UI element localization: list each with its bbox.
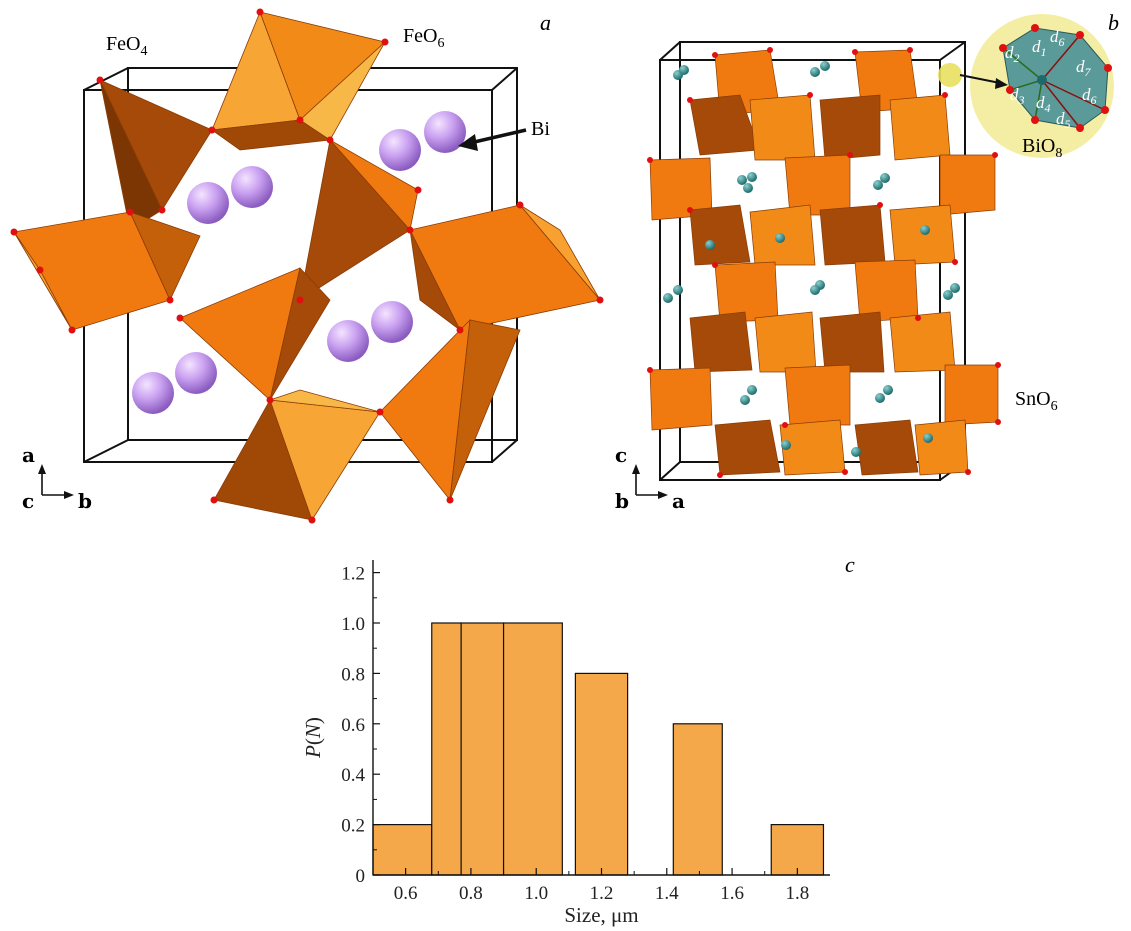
x-axis-title: Size, μm [564,903,638,927]
inset-distance-d4: d4 [1036,93,1051,115]
y-tick-label-6: 1.2 [341,564,365,585]
bar-3 [502,622,563,876]
bar-1 [431,622,462,876]
panel-a: a FeO4 FeO6 Bi a c b [10,8,604,524]
y-tick-label-4: 0.8 [341,664,365,685]
axis-label-a-up: a [22,443,35,467]
y-tick-label-3: 0.6 [341,715,365,736]
axis-label-a-right: b [78,489,92,513]
x-tick-label-2: 1.0 [524,883,548,904]
inset-distance-d6-right: d6 [1082,85,1097,107]
bi-atoms-a [132,111,466,414]
bar-5 [672,723,723,876]
x-tick-label-6: 1.8 [785,883,809,904]
y-axis-title: P(N) [301,717,325,759]
axis-triad-a: a c b [22,443,92,513]
x-tick-label-4: 1.4 [655,883,679,904]
feo4-label: FeO4 [106,33,147,59]
y-tick-label-1: 0.2 [341,816,365,837]
bar-2 [460,622,505,876]
y-tick-label-2: 0.4 [341,765,365,786]
bio8-inset: d2 d1 d6 d7 d3 d4 d5 d6 BiO8 [938,14,1114,161]
bar-4 [574,672,629,876]
panel-b: d2 d1 d6 d7 d3 d4 d5 d6 BiO8 b SnO6 c b [615,10,1119,513]
inset-distance-d1: d1 [1032,37,1047,59]
panel-a-letter: a [540,10,551,35]
x-tick-label-5: 1.6 [720,883,744,904]
axis-triad-b: c b a [615,443,685,513]
inset-distance-d6-top: d6 [1050,27,1065,49]
inset-arrow [959,74,1008,89]
axis-label-b-right: a [672,489,685,513]
panel-c-letter: c [845,552,855,577]
atoms-b [663,61,960,457]
inset-distance-d3: d3 [1010,85,1025,107]
bio8-label: BiO8 [1022,135,1062,161]
axis-label-a-out: c [22,489,34,513]
x-tick-label-0: 0.6 [394,883,418,904]
fe-polyhedra-a [13,10,601,521]
inset-distance-d7: d7 [1076,57,1092,79]
x-tick-label-1: 0.8 [459,883,483,904]
sno6-label: SnO6 [1015,388,1058,414]
panel-b-letter: b [1108,10,1119,35]
y-tick-label-5: 1.0 [341,614,365,635]
axis-label-b-out: b [615,489,629,513]
axis-label-b-up: c [615,443,627,467]
oxygen-atoms-a [10,8,604,524]
x-tick-label-3: 1.2 [590,883,614,904]
histogram-chart: 0 0.2 0.4 0.6 0.8 1.0 1.2 0.6 0.8 1.0 1.2 1.4 1.6 1.8… [301,560,830,927]
panel-c: c 0 0.2 0.4 0.6 0.8 1.0 1.2 0.6 0.8 1.0 1.2 1.4 1.6 1… [301,552,855,927]
inset-distance-d2: d2 [1005,43,1020,65]
bar-6 [770,823,825,876]
sn-polyhedra-b [649,49,999,476]
bi-arrow [458,128,527,151]
bi-label: Bi [531,118,550,140]
y-tick-label-0: 0 [356,866,366,887]
inset-distance-d5: d5 [1056,109,1071,131]
feo6-label: FeO6 [403,25,444,51]
oxygen-atoms-b [647,47,1001,478]
bar-0 [372,823,433,876]
